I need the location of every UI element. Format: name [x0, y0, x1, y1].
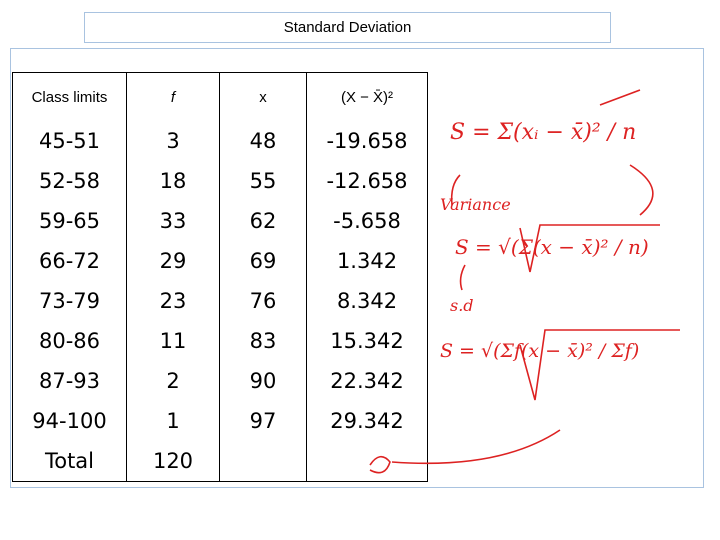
table-cell: 87-93 [12, 361, 127, 401]
table-cell: 55 [219, 161, 307, 201]
handwritten-label: s.d [450, 296, 474, 315]
table-cell: 90 [219, 361, 307, 401]
table-cell: 52-58 [12, 161, 127, 201]
table-cell: 23 [126, 281, 220, 321]
table-cell: 48 [219, 121, 307, 161]
data-table: Class limits f x (X − X̄)² 45-51 3 48 -19.658 52… [12, 72, 428, 482]
table-cell: 120 [126, 441, 220, 482]
curve-stroke [629, 164, 654, 216]
table-cell: 22.342 [306, 361, 428, 401]
table-cell: 29.342 [306, 401, 428, 441]
table-cell: Class limits [12, 72, 127, 121]
table-cell: 8.342 [306, 281, 428, 321]
handwritten-formula: S = √(Σ(x − x̄)² / n) [455, 235, 649, 259]
table-cell: 33 [126, 201, 220, 241]
table-cell: 1.342 [306, 241, 428, 281]
handwritten-formula: S = Σ(xᵢ − x̄)² / n [450, 120, 637, 145]
table-cell: 18 [126, 161, 220, 201]
table-cell: 62 [219, 201, 307, 241]
handwritten-label: Variance [440, 195, 511, 214]
table-cell: Total [12, 441, 127, 482]
table-cell: 59-65 [12, 201, 127, 241]
root-stroke [519, 224, 660, 273]
table-cell: 1 [126, 401, 220, 441]
table-cell: 83 [219, 321, 307, 361]
table-cell: 29 [126, 241, 220, 281]
arrow-stroke [459, 264, 466, 291]
table-cell [306, 441, 428, 482]
table-row: 87-93 2 90 22.342 [12, 361, 428, 401]
tick-stroke [599, 89, 641, 106]
table-cell: 73-79 [12, 281, 127, 321]
table-row: 66-72 29 69 1.342 [12, 241, 428, 281]
table-cell: f [126, 72, 220, 121]
table-row: 52-58 18 55 -12.658 [12, 161, 428, 201]
arrow-stroke [450, 174, 461, 206]
table-cell: -5.658 [306, 201, 428, 241]
root-stroke [519, 329, 680, 401]
table-cell: 69 [219, 241, 307, 281]
table-cell: 94-100 [12, 401, 127, 441]
slide-frame [10, 48, 704, 488]
table-cell: 80-86 [12, 321, 127, 361]
table-row: Class limits f x (X − X̄)² [12, 72, 428, 121]
table-row: 59-65 33 62 -5.658 [12, 201, 428, 241]
table-cell: 76 [219, 281, 307, 321]
table-cell: -12.658 [306, 161, 428, 201]
table-row: Total 120 [12, 441, 428, 482]
slide-title: Standard Deviation [84, 12, 611, 43]
table-row: 94-100 1 97 29.342 [12, 401, 428, 441]
table-cell: (X − X̄)² [306, 72, 428, 121]
table-cell: -19.658 [306, 121, 428, 161]
table-cell: 3 [126, 121, 220, 161]
table-row: 45-51 3 48 -19.658 [12, 121, 428, 161]
circle-arrow [369, 429, 561, 474]
table-cell: 15.342 [306, 321, 428, 361]
handwritten-formula: S = √(Σf(x − x̄)² / Σf) [440, 340, 640, 362]
table-row: 80-86 11 83 15.342 [12, 321, 428, 361]
table-row: 73-79 23 76 8.342 [12, 281, 428, 321]
